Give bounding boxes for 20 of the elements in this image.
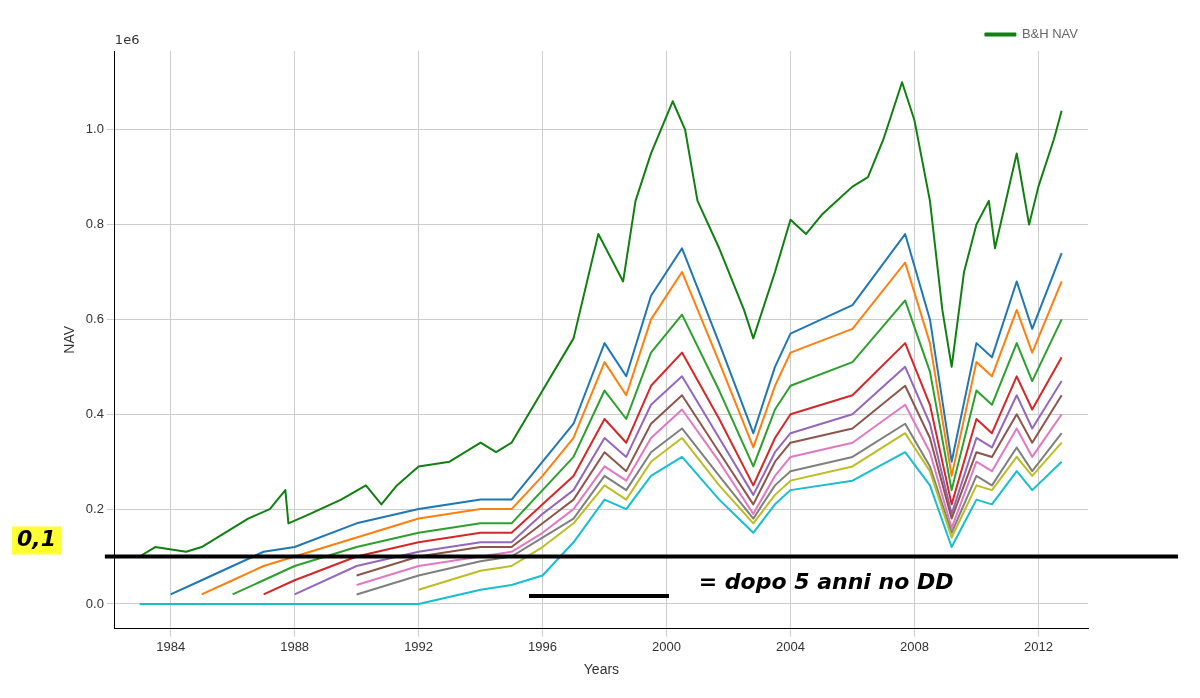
ref-line-label: 0,1 — [17, 526, 56, 552]
y-tick-label: 0.0 — [85, 595, 104, 611]
x-tick-label: 1996 — [528, 638, 558, 654]
x-axis-title: Years — [583, 661, 620, 678]
annotation: = dopo 5 anni no DD — [698, 569, 954, 595]
x-tick-label: 2012 — [1023, 638, 1053, 654]
text: 1e6 — [114, 31, 140, 47]
y-tick-label: 1.0 — [85, 121, 104, 137]
y-tick-label: 0.2 — [85, 500, 104, 516]
x-tick-label: 2008 — [899, 638, 929, 654]
x-tick-label: 1984 — [156, 638, 186, 654]
x-tick-label: 2004 — [776, 638, 805, 654]
y-axis-title: NAV — [61, 325, 78, 354]
legend-label: B&H NAV — [1021, 26, 1079, 42]
x-tick-label: 1988 — [280, 638, 310, 654]
y-tick-label: 0.4 — [85, 405, 104, 421]
y-tick-label: 0.6 — [85, 310, 104, 326]
x-tick-label: 1992 — [404, 638, 434, 654]
x-tick-label: 2000 — [652, 638, 681, 654]
y-tick-label: 0.8 — [85, 216, 104, 232]
